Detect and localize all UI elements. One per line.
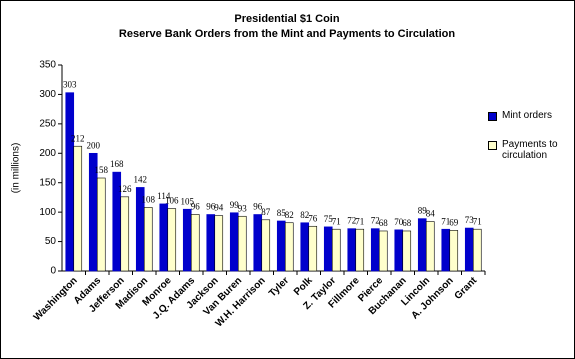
value-label: 89 (418, 206, 428, 216)
value-label: 84 (426, 209, 436, 219)
value-label: 72 (371, 216, 380, 226)
x-tick-label: Grant (453, 275, 480, 302)
bar (143, 207, 153, 272)
value-label: 96 (191, 202, 201, 212)
value-label: 87 (261, 207, 271, 217)
bar (355, 228, 365, 272)
bar (370, 228, 380, 272)
bar (331, 228, 341, 272)
bar (378, 230, 388, 272)
value-label: 96 (253, 202, 263, 212)
bar (65, 92, 75, 272)
value-label: 82 (300, 210, 309, 220)
value-label: 71 (332, 216, 341, 226)
bar (182, 208, 192, 272)
bar (206, 214, 216, 272)
value-label: 158 (95, 165, 109, 175)
x-tick-label: Tyler (267, 275, 291, 299)
legend-item: Payments to circulation (488, 139, 572, 161)
bar (214, 215, 224, 272)
bar (237, 215, 247, 272)
y-axis-label: (in millions) (11, 143, 22, 194)
legend-swatch (488, 141, 497, 150)
value-label: 76 (308, 213, 318, 223)
value-label: 93 (238, 203, 248, 213)
bar (159, 203, 169, 272)
value-label: 82 (285, 210, 294, 220)
bar (472, 228, 482, 272)
legend-item: Mint orders (488, 110, 572, 121)
value-label: 71 (473, 216, 482, 226)
bar (347, 228, 357, 272)
y-tick-label: 150 (39, 177, 56, 188)
bar (449, 230, 459, 272)
legend: Mint orders Payments to circulation (488, 110, 572, 179)
value-label: 200 (87, 140, 101, 150)
value-label: 114 (157, 191, 171, 201)
value-label: 70 (394, 217, 404, 227)
y-tick-label: 250 (39, 118, 56, 129)
bar (73, 145, 83, 272)
value-label: 68 (402, 218, 412, 228)
bar (394, 229, 404, 272)
y-tick-label: 350 (39, 60, 56, 71)
value-label: 69 (449, 217, 459, 227)
legend-label: Payments to circulation (502, 139, 558, 161)
value-label: 303 (63, 80, 77, 90)
bar (284, 222, 294, 272)
y-tick-label: 100 (39, 207, 56, 218)
value-label: 85 (277, 208, 287, 218)
value-label: 126 (118, 184, 132, 194)
legend-label: Mint orders (502, 110, 553, 121)
bar (261, 219, 271, 272)
value-label: 142 (134, 174, 148, 184)
y-tick-label: 300 (39, 89, 56, 100)
y-tick-label: 0 (50, 266, 56, 277)
value-label: 96 (206, 202, 216, 212)
bar (402, 230, 412, 272)
y-tick-label: 50 (45, 236, 57, 247)
value-label: 72 (347, 216, 356, 226)
value-label: 75 (324, 214, 334, 224)
value-label: 73 (465, 215, 475, 225)
value-label: 71 (441, 216, 450, 226)
bar (300, 222, 310, 272)
bar (464, 227, 474, 272)
value-label: 212 (71, 133, 85, 143)
chart-title: Presidential $1 Coin (234, 13, 339, 25)
bar (96, 177, 106, 272)
legend-swatch (488, 112, 497, 121)
value-label: 105 (181, 196, 195, 206)
bar (308, 225, 318, 272)
y-tick-label: 200 (39, 148, 56, 159)
bar (120, 196, 130, 272)
value-label: 68 (379, 218, 389, 228)
bar (323, 226, 333, 272)
bar (425, 221, 435, 272)
value-label: 108 (142, 194, 156, 204)
bar (276, 220, 286, 272)
chart-subtitle: Reserve Bank Orders from the Mint and Pa… (119, 28, 455, 40)
bar (253, 214, 263, 272)
value-label: 168 (110, 159, 124, 169)
bar (229, 212, 239, 272)
bar (190, 214, 200, 272)
bar (167, 208, 177, 272)
value-label: 71 (355, 216, 364, 226)
bar (441, 228, 451, 272)
value-label: 99 (230, 200, 240, 210)
bar (417, 218, 427, 272)
value-label: 94 (214, 203, 224, 213)
value-label: 106 (165, 196, 179, 206)
